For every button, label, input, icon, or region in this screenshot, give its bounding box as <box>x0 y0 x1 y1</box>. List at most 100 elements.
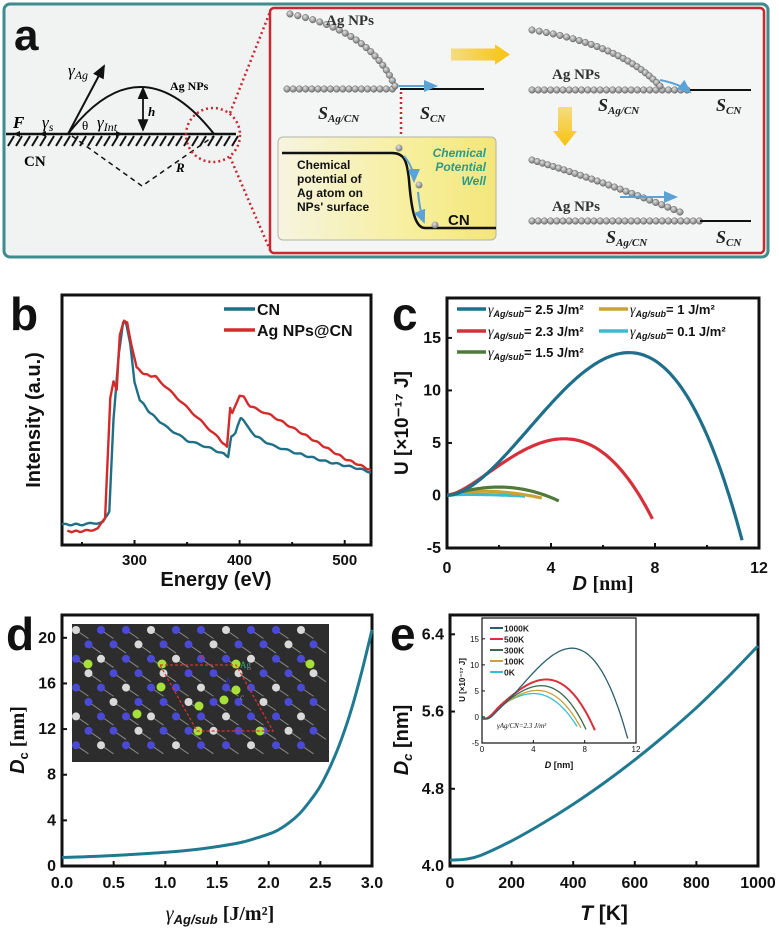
nitrogen-atom <box>247 626 255 634</box>
substrate-atom <box>646 86 654 94</box>
panel-letter-b: b <box>10 288 38 340</box>
nanoparticle-atom <box>664 203 672 211</box>
inset-y-tick-label: 0 <box>475 713 480 722</box>
nitrogen-atom <box>72 654 80 663</box>
carbon-atom <box>72 712 80 721</box>
nanoparticle-atom <box>375 57 383 65</box>
y-axis-var: D <box>7 759 29 773</box>
hatch-mark <box>63 135 71 147</box>
y-axis-sub: c <box>400 753 415 761</box>
substrate-atom <box>357 85 365 93</box>
y-tick-label: 12 <box>38 721 56 738</box>
substrate-atom <box>559 217 567 225</box>
nanoparticle-atom <box>628 189 636 197</box>
carbon-atom <box>147 712 155 721</box>
substrate-atom <box>609 86 617 94</box>
nanoparticle-atom <box>581 38 589 46</box>
x-tick-label: 0.0 <box>51 875 73 892</box>
y-tick-label: 0 <box>432 487 441 504</box>
label-F: F <box>12 113 25 132</box>
carbon-atom <box>134 726 143 735</box>
nanoparticle-atom <box>335 26 343 34</box>
y-tick-label: 5 <box>432 435 441 452</box>
nanoparticle-atom <box>652 198 660 206</box>
substrate-atom <box>640 86 648 94</box>
x-tick-label: 2.0 <box>258 875 280 892</box>
nanoparticle-atom <box>385 71 393 79</box>
x-tick-label: 1.5 <box>206 875 228 892</box>
y-axis-label: U [×10⁻¹⁷ J] <box>392 371 413 475</box>
nitrogen-atom <box>97 683 105 692</box>
substrate-atom <box>596 86 604 94</box>
inset-y-axis-label: U [×10⁻¹⁷ J] <box>458 658 467 702</box>
nanoparticle-atom <box>362 44 370 52</box>
substrate-atom <box>565 86 573 94</box>
gamma-ag-arrow <box>67 64 105 135</box>
y-tick-label: 16 <box>38 675 56 692</box>
label-gamma-int: γInt <box>97 113 118 134</box>
substrate-atom <box>295 85 303 93</box>
nanoparticle-atom <box>286 10 294 18</box>
substrate-atom <box>621 86 629 94</box>
carbon-atom <box>247 654 255 663</box>
carbon-atom <box>209 640 218 649</box>
silver-atom <box>83 659 93 669</box>
nanoparticle-atom <box>556 31 564 39</box>
series-line-gamma-0-1 <box>447 492 525 498</box>
carbon-atom <box>134 640 143 649</box>
atom-1 <box>395 144 403 152</box>
substrate-atom <box>602 217 610 225</box>
x-tick-label: 500 <box>332 552 357 569</box>
substrate-atom <box>664 217 672 225</box>
x-tick-label: 400 <box>560 875 587 892</box>
x-tick-label: 800 <box>683 875 710 892</box>
y-tick-label: 20 <box>38 630 56 647</box>
inset-x-tick-label: 12 <box>632 745 641 754</box>
x-tick-label: 0.5 <box>103 875 125 892</box>
x-axis-label: γAg/sub [J/m²] <box>166 903 275 927</box>
carbon-atom <box>122 683 130 692</box>
x-axis-unit: [J/m²] <box>218 903 275 925</box>
inset-y-tick-label: 15 <box>470 635 479 644</box>
hatch-mark <box>7 135 15 147</box>
nitrogen-atom <box>222 683 230 692</box>
substrate-atom <box>547 217 555 225</box>
nanoparticle-atom <box>391 82 399 90</box>
legend-gamma: γ <box>488 303 494 318</box>
zoom-detail-box: Ag NPs SAg/CN SCN Chemical potential of … <box>268 6 766 255</box>
nitrogen-atom <box>147 741 155 750</box>
series-line-cn <box>61 321 372 527</box>
x-tick-label: 1.0 <box>154 875 176 892</box>
substrate-atom <box>320 85 328 93</box>
legend-label: CN <box>257 302 280 319</box>
nanoparticle-atom <box>329 23 337 31</box>
x-tick-label: 8 <box>651 560 660 577</box>
label-s-cn-1: SCN <box>420 103 446 125</box>
inset-text-line-4: NPs' surface <box>297 200 370 214</box>
nitrogen-atom <box>222 654 230 663</box>
inset-series-1000k <box>482 647 629 739</box>
label-s-ag-cn-3: SAg/CN <box>606 227 648 249</box>
y-tick-label: -5 <box>427 540 441 557</box>
substrate-atom <box>364 85 372 93</box>
substrate-atom <box>547 86 555 94</box>
legend-sub: Ag/sub <box>635 309 667 319</box>
nanoparticle-atom <box>309 16 317 24</box>
x-tick-label: 200 <box>498 875 525 892</box>
inset-text-line-3: Ag atom on <box>297 186 363 200</box>
y-tick-label: 15 <box>423 330 441 347</box>
x-tick-label: 300 <box>122 552 147 569</box>
inset-annotation: γAg/CN=2.3 J/m² <box>497 722 547 730</box>
hatch-mark <box>95 135 103 147</box>
carbon-atom <box>234 669 243 678</box>
substrate-atom <box>553 86 561 94</box>
zoom-line-bottom <box>228 156 272 251</box>
substrate-atom <box>602 86 610 94</box>
hatch-mark <box>87 135 95 147</box>
substrate-atom <box>559 86 567 94</box>
nitrogen-atom <box>84 726 93 735</box>
nitrogen-atom <box>184 669 193 678</box>
x-axis-sub: Ag/sub <box>173 912 218 927</box>
x-tick-label: 0 <box>443 560 452 577</box>
